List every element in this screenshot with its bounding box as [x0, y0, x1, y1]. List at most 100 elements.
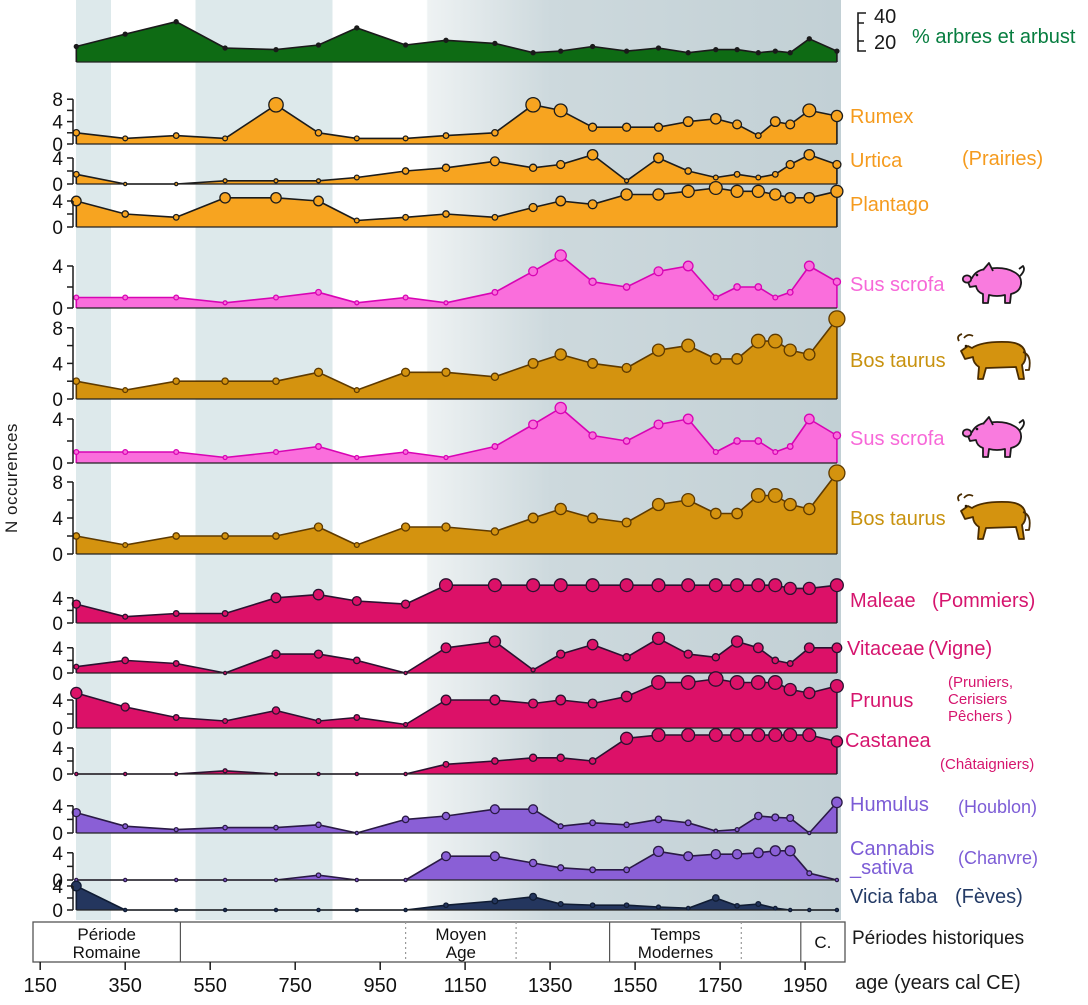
data-point [273, 877, 279, 883]
data-point [708, 727, 723, 743]
data-point [785, 159, 795, 170]
data-point [313, 522, 324, 532]
pig-icon [961, 262, 1025, 304]
data-point [273, 907, 279, 913]
data-point [525, 96, 541, 113]
data-point [221, 532, 229, 540]
data-point [681, 492, 696, 508]
data-point [173, 826, 179, 833]
data-point [353, 135, 360, 142]
data-point [734, 46, 740, 53]
data-point [803, 502, 816, 516]
data-point [354, 830, 360, 836]
data-point [402, 294, 409, 301]
data-point [709, 353, 722, 365]
data-point [683, 851, 694, 862]
data-point [828, 310, 846, 328]
y-tick-label: 0 [52, 664, 63, 685]
data-point [222, 45, 228, 51]
data-point [272, 532, 280, 540]
data-point [802, 103, 817, 118]
data-point [772, 294, 779, 301]
data-point [400, 599, 411, 609]
note-pruniers: (Pruniers, Cerisiers Pêchers ) [948, 674, 1014, 725]
data-point [73, 448, 80, 456]
data-point [712, 448, 719, 456]
data-point [682, 260, 694, 272]
x-tick-label: 750 [279, 975, 312, 997]
data-point [403, 670, 408, 676]
data-point [587, 512, 599, 524]
data-point [684, 167, 693, 175]
data-point [783, 727, 798, 743]
note-vigne: (Vigne) [928, 638, 993, 660]
data-point [651, 631, 666, 646]
data-point [771, 656, 780, 665]
data-point [556, 159, 566, 170]
y-tick-label: 8 [52, 90, 63, 111]
data-point [488, 635, 502, 648]
data-point [651, 675, 666, 690]
data-point [708, 180, 723, 196]
y-tick-label: 4 [52, 844, 63, 865]
data-point [729, 675, 745, 690]
y-tick-label: 4 [52, 257, 63, 278]
data-point [682, 116, 694, 128]
data-point [489, 156, 500, 167]
percent-scale-bracket-icon [857, 12, 866, 52]
data-point [528, 202, 538, 213]
series-label-rumex: Rumex [850, 106, 914, 128]
data-point [352, 656, 361, 665]
data-point [786, 660, 794, 667]
y-tick-label: 4 [52, 639, 63, 660]
data-point [554, 502, 567, 516]
data-point [655, 45, 662, 51]
data-point [619, 578, 634, 593]
data-point [354, 454, 360, 461]
data-point [314, 128, 323, 137]
data-point [783, 343, 797, 357]
period-label: C. [814, 933, 831, 952]
data-point [623, 178, 630, 184]
series-urtica: 40 [52, 148, 842, 196]
data-point [491, 128, 499, 137]
data-point [755, 900, 762, 908]
data-point [654, 815, 663, 824]
data-point [312, 588, 325, 601]
data-point [769, 845, 781, 857]
data-point [354, 25, 360, 31]
data-point [222, 135, 229, 142]
data-point [272, 294, 280, 301]
data-point [401, 167, 410, 175]
y-tick-label: 0 [52, 901, 63, 922]
data-point [553, 103, 568, 118]
data-point [489, 804, 500, 815]
data-point [730, 727, 745, 743]
data-point [72, 170, 80, 178]
y-axis-bos_taurus_1: 8 4 0 [52, 319, 74, 411]
data-point [441, 811, 451, 821]
data-point [829, 678, 844, 694]
data-point [222, 768, 228, 774]
data-point [585, 578, 600, 593]
data-point [754, 811, 763, 821]
data-point [684, 819, 692, 827]
data-point [557, 823, 564, 830]
data-point [586, 148, 599, 161]
series-label-arbres: % arbres et arbust [912, 26, 1076, 48]
series-label-cannabis: Cannabis _sativa [850, 838, 935, 879]
data-point [400, 522, 411, 532]
data-point [830, 109, 844, 123]
data-point [787, 907, 793, 913]
scale-upper-value: 40 [874, 6, 897, 28]
data-point [555, 694, 567, 706]
data-point [122, 541, 129, 549]
y-axis-maleae: 40 [52, 589, 74, 635]
data-point [589, 866, 597, 874]
data-point [832, 431, 842, 440]
data-point [786, 813, 795, 823]
data-point [732, 119, 743, 130]
data-point [652, 845, 665, 858]
series-label-prunus: Prunus [850, 690, 914, 712]
series-vitaceae: 40 [52, 631, 843, 685]
